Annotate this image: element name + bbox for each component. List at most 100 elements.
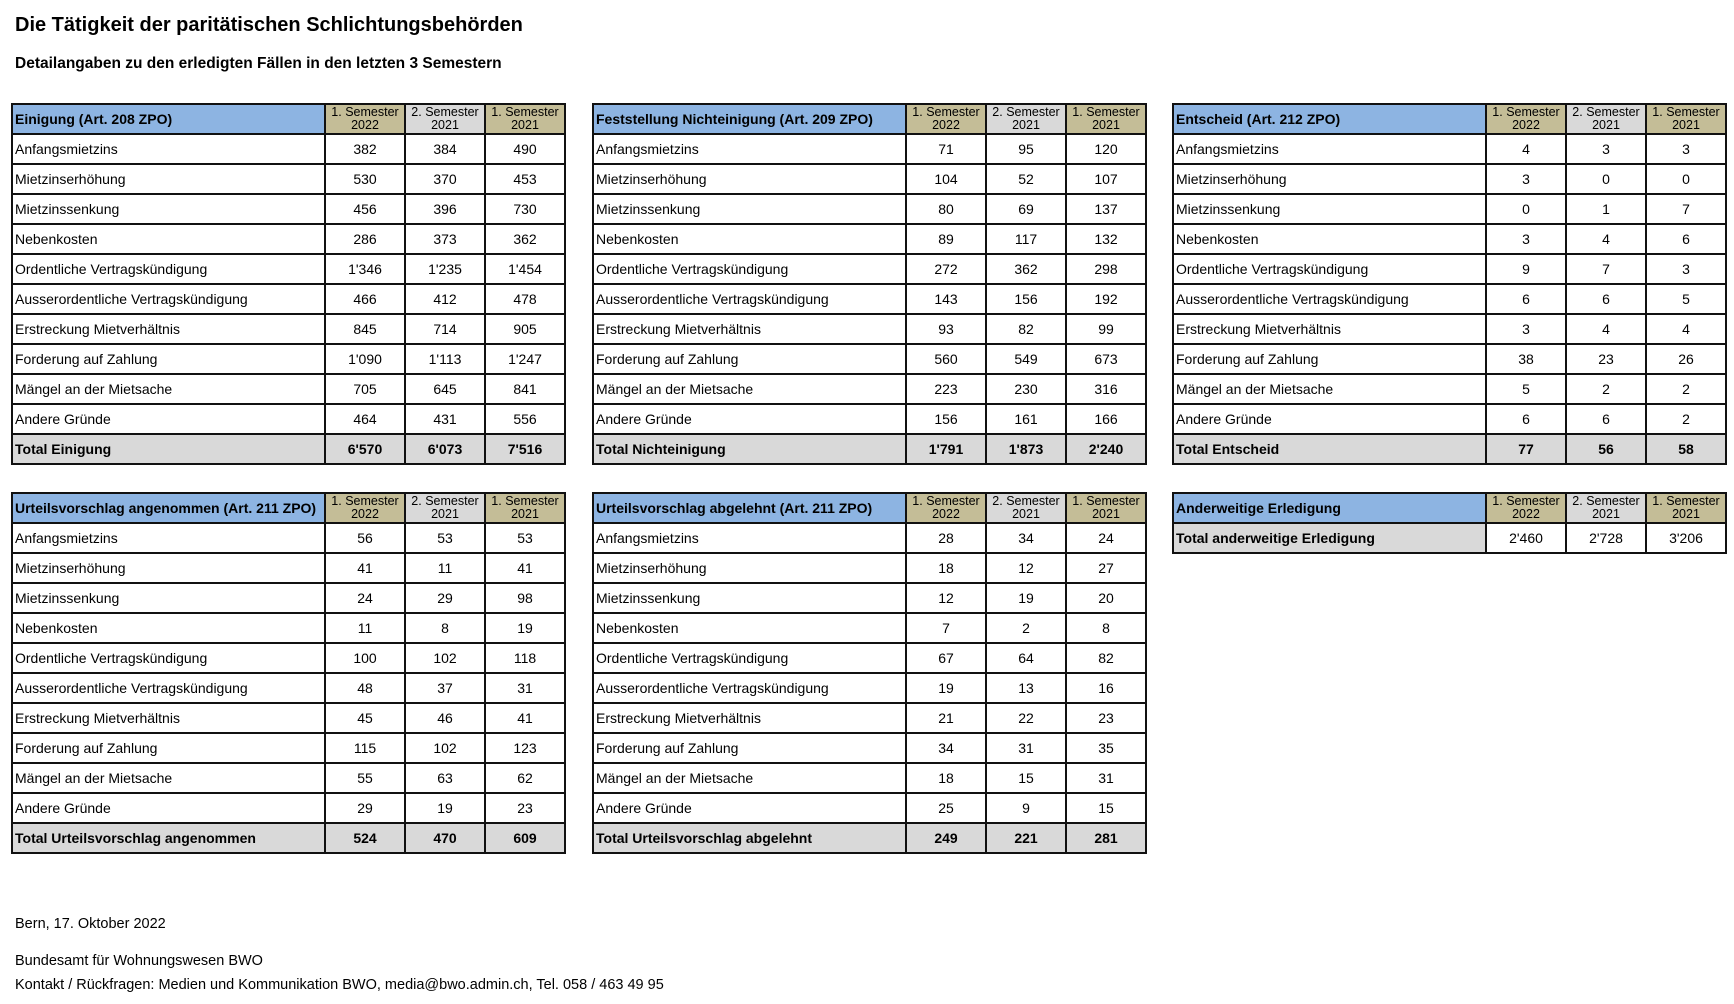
row-value: 11 [324,612,406,644]
row-value: 7 [1565,253,1647,285]
row-label: Ordentliche Vertragskündigung [11,642,326,674]
row-value: 556 [484,403,566,435]
row-value: 29 [324,792,406,824]
semester-year: 2021 [1012,118,1040,132]
row-value: 137 [1065,193,1147,225]
row-value: 25 [905,792,987,824]
table-row: Ausserordentliche Vertragskündigung 466 41… [11,283,566,315]
semester-header: 2. Semester 2021 [1565,492,1647,524]
semester-label: 1. Semester [1492,105,1560,119]
row-value: 0 [1485,193,1567,225]
semester-year: 2021 [1592,118,1620,132]
row-value: 34 [985,522,1067,554]
row-value: 143 [905,283,987,315]
row-value: 4 [1645,313,1727,345]
total-value: 249 [905,822,987,854]
row-value: 4 [1485,133,1567,165]
row-value: 27 [1065,552,1147,584]
semester-year: 2021 [431,507,459,521]
table-row: Anfangsmietzins 56 53 53 [11,522,566,554]
row-label: Ordentliche Vertragskündigung [592,642,907,674]
row-value: 7 [1645,193,1727,225]
row-value: 41 [324,552,406,584]
row-value: 156 [985,283,1067,315]
row-value: 41 [484,702,566,734]
semester-label: 1. Semester [1652,105,1720,119]
total-row: Total Urteilsvorschlag abgelehnt 249 221 28… [592,822,1147,854]
table-row: Erstreckung Mietverhältnis 45 46 41 [11,702,566,734]
row-value: 6 [1485,283,1567,315]
row-value: 3 [1485,223,1567,255]
row-label: Ausserordentliche Vertragskündigung [11,283,326,315]
row-value: 645 [404,373,486,405]
row-label: Nebenkosten [11,612,326,644]
row-value: 466 [324,283,406,315]
row-value: 1'235 [404,253,486,285]
row-value: 478 [484,283,566,315]
row-value: 3 [1565,133,1647,165]
total-value: 56 [1565,433,1647,465]
row-value: 64 [985,642,1067,674]
row-value: 118 [484,642,566,674]
semester-header: 1. Semester 2021 [1065,103,1147,135]
row-value: 156 [905,403,987,435]
row-value: 905 [484,313,566,345]
row-value: 382 [324,133,406,165]
table-row: Nebenkosten 89 117 132 [592,223,1147,255]
total-row: Total Einigung 6'570 6'073 7'516 [11,433,566,465]
row-value: 13 [985,672,1067,704]
row-label: Anfangsmietzins [11,133,326,165]
table-row: Erstreckung Mietverhältnis 21 22 23 [592,702,1147,734]
data-table: Feststellung Nichteinigung (Art. 209 ZPO… [592,103,1147,465]
semester-header: 1. Semester 2022 [1485,103,1567,135]
row-label: Mietzinssenkung [1172,193,1487,225]
row-value: 192 [1065,283,1147,315]
row-value: 223 [905,373,987,405]
row-value: 100 [324,642,406,674]
data-table: Anderweitige Erledigung 1. Semester 2022 2.… [1172,492,1727,554]
row-value: 115 [324,732,406,764]
table-header-row: Anderweitige Erledigung 1. Semester 2022 2.… [1172,492,1727,524]
row-value: 1 [1565,193,1647,225]
total-label: Total Nichteinigung [592,433,907,465]
table-row: Forderung auf Zahlung 560 549 673 [592,343,1147,375]
table-row: Mietzinssenkung 0 1 7 [1172,193,1727,225]
table-row: Mietzinssenkung 24 29 98 [11,582,566,614]
row-value: 102 [404,732,486,764]
table-row: Andere Gründe 6 6 2 [1172,403,1727,435]
total-row: Total Nichteinigung 1'791 1'873 2'240 [592,433,1147,465]
semester-header: 1. Semester 2021 [484,492,566,524]
row-value: 82 [1065,642,1147,674]
table-row: Forderung auf Zahlung 1'090 1'113 1'247 [11,343,566,375]
row-label: Forderung auf Zahlung [592,732,907,764]
row-label: Forderung auf Zahlung [11,732,326,764]
row-label: Erstreckung Mietverhältnis [592,702,907,734]
row-value: 2 [985,612,1067,644]
table-row: Anfangsmietzins 28 34 24 [592,522,1147,554]
row-value: 560 [905,343,987,375]
semester-label: 2. Semester [992,105,1060,119]
row-value: 37 [404,672,486,704]
total-value: 6'570 [324,433,406,465]
semester-label: 1. Semester [1652,494,1720,508]
row-label: Ordentliche Vertragskündigung [592,253,907,285]
semester-label: 2. Semester [411,105,479,119]
row-label: Erstreckung Mietverhältnis [11,313,326,345]
row-value: 4 [1565,223,1647,255]
row-label: Erstreckung Mietverhältnis [11,702,326,734]
row-label: Nebenkosten [11,223,326,255]
total-value: 281 [1065,822,1147,854]
row-value: 6 [1565,403,1647,435]
semester-year: 2022 [932,507,960,521]
row-value: 52 [985,163,1067,195]
table-row: Mängel an der Mietsache 223 230 316 [592,373,1147,405]
row-value: 23 [484,792,566,824]
row-value: 19 [484,612,566,644]
table-header-row: Urteilsvorschlag abgelehnt (Art. 211 ZPO… [592,492,1147,524]
semester-year: 2021 [1092,507,1120,521]
semester-header: 1. Semester 2022 [324,492,406,524]
row-value: 166 [1065,403,1147,435]
table-row: Ordentliche Vertragskündigung 9 7 3 [1172,253,1727,285]
data-table: Entscheid (Art. 212 ZPO) 1. Semester 2022 2… [1172,103,1727,465]
row-value: 453 [484,163,566,195]
